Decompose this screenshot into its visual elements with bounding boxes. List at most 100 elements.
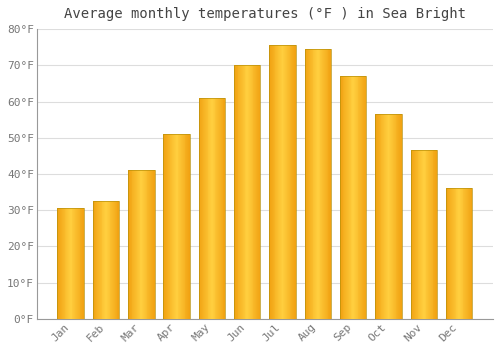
Bar — [60, 208, 61, 319]
Bar — [198, 98, 200, 319]
Bar — [448, 188, 450, 319]
Bar — [364, 76, 366, 319]
Bar — [180, 134, 181, 319]
Bar — [462, 188, 464, 319]
Bar — [273, 46, 274, 319]
Bar — [70, 208, 72, 319]
Bar — [100, 201, 102, 319]
Bar — [410, 150, 437, 319]
Bar — [143, 170, 144, 319]
Bar — [142, 170, 143, 319]
Bar — [287, 46, 288, 319]
Bar — [450, 188, 451, 319]
Bar — [342, 76, 344, 319]
Bar — [452, 188, 453, 319]
Bar — [234, 65, 260, 319]
Bar — [140, 170, 141, 319]
Bar — [386, 114, 388, 319]
Bar — [294, 46, 295, 319]
Bar — [415, 150, 416, 319]
Bar — [385, 114, 386, 319]
Bar — [290, 46, 292, 319]
Bar — [295, 46, 296, 319]
Bar — [200, 98, 202, 319]
Bar — [458, 188, 459, 319]
Bar — [453, 188, 454, 319]
Bar — [153, 170, 154, 319]
Bar — [68, 208, 69, 319]
Bar — [204, 98, 205, 319]
Bar — [435, 150, 436, 319]
Bar — [312, 49, 314, 319]
Bar — [138, 170, 140, 319]
Bar — [350, 76, 352, 319]
Bar — [257, 65, 258, 319]
Bar — [235, 65, 236, 319]
Bar — [282, 46, 284, 319]
Bar — [102, 201, 104, 319]
Bar — [375, 114, 376, 319]
Bar — [58, 208, 59, 319]
Bar — [113, 201, 114, 319]
Bar — [97, 201, 98, 319]
Bar — [144, 170, 145, 319]
Bar — [347, 76, 348, 319]
Bar — [436, 150, 437, 319]
Bar — [461, 188, 462, 319]
Bar — [238, 65, 240, 319]
Bar — [459, 188, 460, 319]
Bar — [246, 65, 247, 319]
Bar — [446, 188, 472, 319]
Bar — [341, 76, 342, 319]
Bar — [470, 188, 472, 319]
Bar — [137, 170, 138, 319]
Bar — [284, 46, 285, 319]
Bar — [318, 49, 320, 319]
Bar — [202, 98, 203, 319]
Bar — [107, 201, 108, 319]
Bar — [217, 98, 218, 319]
Bar — [324, 49, 325, 319]
Bar — [330, 49, 331, 319]
Bar — [401, 114, 402, 319]
Bar — [212, 98, 213, 319]
Bar — [280, 46, 281, 319]
Bar — [348, 76, 350, 319]
Bar — [93, 201, 94, 319]
Bar — [358, 76, 360, 319]
Bar — [272, 46, 273, 319]
Bar — [306, 49, 308, 319]
Bar — [320, 49, 322, 319]
Bar — [83, 208, 84, 319]
Bar — [396, 114, 398, 319]
Bar — [355, 76, 356, 319]
Bar — [105, 201, 106, 319]
Bar — [270, 46, 296, 319]
Bar — [219, 98, 220, 319]
Bar — [432, 150, 434, 319]
Bar — [379, 114, 380, 319]
Bar — [345, 76, 346, 319]
Bar — [80, 208, 82, 319]
Bar — [323, 49, 324, 319]
Bar — [392, 114, 393, 319]
Bar — [309, 49, 310, 319]
Bar — [211, 98, 212, 319]
Bar — [467, 188, 468, 319]
Bar — [412, 150, 413, 319]
Bar — [414, 150, 415, 319]
Bar — [243, 65, 244, 319]
Bar — [176, 134, 178, 319]
Bar — [74, 208, 75, 319]
Bar — [308, 49, 309, 319]
Bar — [248, 65, 249, 319]
Bar — [213, 98, 214, 319]
Bar — [116, 201, 117, 319]
Bar — [325, 49, 326, 319]
Bar — [78, 208, 80, 319]
Bar — [288, 46, 290, 319]
Bar — [184, 134, 186, 319]
Bar — [310, 49, 311, 319]
Bar — [391, 114, 392, 319]
Bar — [378, 114, 379, 319]
